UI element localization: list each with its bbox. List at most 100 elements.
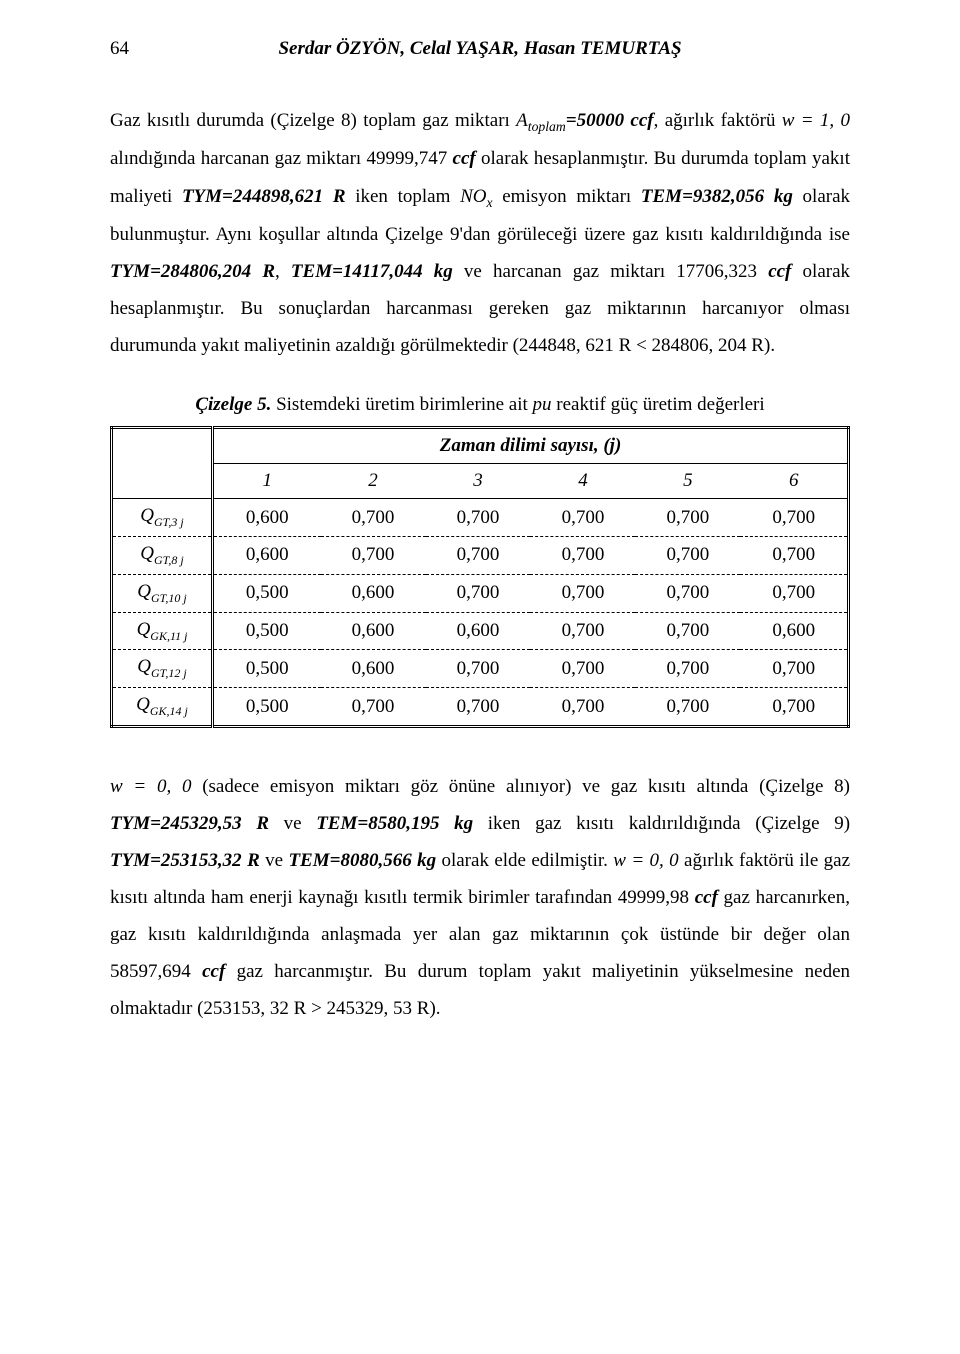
cell: 0,600 [426, 612, 531, 650]
value-tem: TEM=9382,056 kg [641, 186, 793, 207]
unit-ccf: ccf [202, 961, 225, 982]
cell: 0,700 [426, 537, 531, 575]
table5: Zaman dilimi sayısı, (j) 1 2 3 4 5 6 QGT… [110, 426, 850, 728]
text: ve harcanan gaz miktarı 17706,323 [453, 261, 768, 282]
row-label: QGT,3 j [112, 499, 213, 537]
table5-caption: Çizelge 5. Sistemdeki üretim birimlerine… [110, 394, 850, 416]
text: , ağırlık faktörü [654, 110, 782, 131]
row-label: QGT,12 j [112, 650, 213, 688]
table-row: QGT,10 j 0,500 0,600 0,700 0,700 0,700 0… [112, 574, 849, 612]
paragraph-2: w = 0, 0 (sadece emisyon miktarı göz önü… [110, 768, 850, 1027]
value-tem: TEM=8080,566 kg [288, 850, 436, 871]
table-row: QGT,8 j 0,600 0,700 0,700 0,700 0,700 0,… [112, 537, 849, 575]
cell: 0,700 [426, 650, 531, 688]
table-row: QGK,14 j 0,500 0,700 0,700 0,700 0,700 0… [112, 688, 849, 727]
text: emisyon miktarı [493, 186, 641, 207]
row-label: QGK,11 j [112, 612, 213, 650]
text: . [770, 335, 775, 356]
row-label: QGK,14 j [112, 688, 213, 727]
table5-col-6: 6 [740, 464, 848, 499]
cell: 0,700 [740, 537, 848, 575]
value-tym: TYM=244898,621 R [182, 186, 346, 207]
table5-header-row: Zaman dilimi sayısı, (j) [112, 428, 849, 464]
value-tym: TYM=245329,53 R [110, 813, 269, 834]
cell: 0,700 [635, 650, 740, 688]
cell: 0,700 [530, 688, 635, 727]
table5-col-5: 5 [635, 464, 740, 499]
cell: 0,700 [530, 612, 635, 650]
cell: 0,700 [635, 688, 740, 727]
value-tem: TEM=8580,195 kg [316, 813, 473, 834]
cell: 0,700 [635, 499, 740, 537]
inequality: (253153, 32 R > 245329, 53 R) [197, 998, 436, 1019]
caption-pu: pu [533, 394, 552, 415]
cell: 0,500 [213, 612, 321, 650]
cell: 0,700 [530, 650, 635, 688]
symbol-A-sub: toplam [528, 119, 566, 134]
value-tym: TYM=253153,32 R [110, 850, 260, 871]
text: olarak elde edilmiştir. [436, 850, 613, 871]
table5-wrapper: Zaman dilimi sayısı, (j) 1 2 3 4 5 6 QGT… [110, 426, 850, 728]
text: ve [269, 813, 316, 834]
table5-corner [112, 428, 213, 499]
unit-ccf: ccf [695, 887, 718, 908]
cell: 0,500 [213, 574, 321, 612]
row-label: QGT,10 j [112, 574, 213, 612]
value-tym: TYM=284806,204 R [110, 261, 275, 282]
text: (sadece emisyon miktarı göz önüne alınıy… [191, 776, 850, 797]
cell: 0,700 [740, 499, 848, 537]
inequality: (244848, 621 R < 284806, 204 R) [513, 335, 771, 356]
text: Gaz kısıtlı durumda (Çizelge 8) toplam g… [110, 110, 516, 131]
cell: 0,700 [740, 574, 848, 612]
cell: 0,600 [213, 537, 321, 575]
text: , [275, 261, 291, 282]
equation-w0: w = 0, 0 [613, 850, 678, 871]
table5-col-4: 4 [530, 464, 635, 499]
cell: 0,700 [321, 499, 426, 537]
cell: 0,700 [426, 574, 531, 612]
cell: 0,700 [635, 537, 740, 575]
table5-col-2: 2 [321, 464, 426, 499]
table5-zaman-header: Zaman dilimi sayısı, (j) [213, 428, 849, 464]
text: alındığında harcanan gaz miktarı 49999,7… [110, 148, 453, 169]
cell: 0,600 [321, 574, 426, 612]
unit-ccf: ccf [453, 148, 476, 169]
table-row: QGK,11 j 0,500 0,600 0,600 0,700 0,700 0… [112, 612, 849, 650]
cell: 0,500 [213, 650, 321, 688]
cell: 0,700 [530, 574, 635, 612]
symbol-NO: NO [460, 186, 486, 207]
paragraph-1: Gaz kısıtlı durumda (Çizelge 8) toplam g… [110, 102, 850, 364]
table5-col-3: 3 [426, 464, 531, 499]
cell: 0,600 [213, 499, 321, 537]
cell: 0,700 [530, 537, 635, 575]
table-row: QGT,3 j 0,600 0,700 0,700 0,700 0,700 0,… [112, 499, 849, 537]
page-number: 64 [110, 38, 150, 60]
caption-text: reaktif güç üretim değerleri [552, 394, 765, 415]
table5-colnum-row: 1 2 3 4 5 6 [112, 464, 849, 499]
cell: 0,600 [321, 650, 426, 688]
unit-ccf: ccf [768, 261, 791, 282]
cell: 0,600 [740, 612, 848, 650]
unit-ccf: ccf [630, 110, 653, 131]
text: iken gaz kısıtı kaldırıldığında (Çizelge… [473, 813, 850, 834]
cell: 0,700 [740, 650, 848, 688]
header-authors: Serdar ÖZYÖN, Celal YAŞAR, Hasan TEMURTA… [150, 38, 810, 60]
cell: 0,700 [321, 537, 426, 575]
symbol-A: A [516, 110, 528, 131]
cell: 0,700 [635, 612, 740, 650]
cell: 0,700 [635, 574, 740, 612]
caption-text: Sistemdeki üretim birimlerine ait [271, 394, 532, 415]
cell: 0,700 [426, 499, 531, 537]
cell: 0,700 [426, 688, 531, 727]
equation-w: w = 1, 0 [782, 110, 850, 131]
table5-col-1: 1 [213, 464, 321, 499]
row-label: QGT,8 j [112, 537, 213, 575]
page-header: 64 Serdar ÖZYÖN, Celal YAŞAR, Hasan TEMU… [110, 38, 850, 60]
value-tem: TEM=14117,044 kg [291, 261, 453, 282]
page: 64 Serdar ÖZYÖN, Celal YAŞAR, Hasan TEMU… [0, 0, 960, 1354]
caption-label: Çizelge 5. [195, 394, 271, 415]
cell: 0,700 [321, 688, 426, 727]
cell: 0,700 [530, 499, 635, 537]
cell: 0,700 [740, 688, 848, 727]
text: ve [260, 850, 289, 871]
